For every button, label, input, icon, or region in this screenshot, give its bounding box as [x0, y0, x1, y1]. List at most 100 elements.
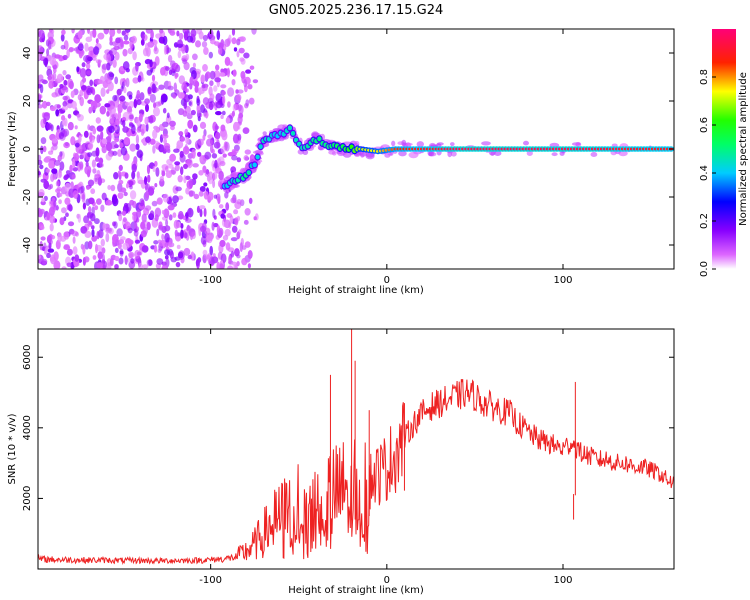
spectrogram-noise-blob: [102, 260, 108, 269]
spectrogram-noise-blob: [90, 100, 98, 111]
spectrogram-noise-blob: [72, 190, 79, 199]
spectrogram-noise-blob: [221, 146, 226, 154]
spectrogram-noise-blob: [202, 249, 208, 256]
spectrogram-noise-blob: [192, 124, 198, 133]
spectrogram-noise-blob: [108, 132, 112, 142]
spectrogram-track-inner: [317, 136, 322, 142]
spectrogram-noise-blob: [114, 264, 119, 269]
spectrogram-noise-blob: [249, 65, 255, 70]
spectrogram-noise-blob: [65, 142, 69, 147]
spectrogram-noise-blob: [225, 242, 231, 251]
spectrogram-noise-blob: [219, 160, 226, 167]
spectrogram-noise-blob: [87, 143, 93, 150]
spectrogram-noise-blob: [92, 127, 97, 135]
spectrogram-noise-blob: [175, 186, 182, 192]
spectrogram-noise-blob: [112, 197, 119, 207]
spectrogram-noise-blob: [225, 117, 231, 124]
spectrogram-noise-blob: [38, 189, 45, 198]
spectrogram-noise-blob: [144, 116, 149, 125]
spectrogram-noise-blob: [220, 68, 224, 74]
spectrogram-noise-blob: [209, 70, 216, 80]
spectrogram-noise-blob: [38, 254, 41, 260]
spectrogram-noise-blob: [221, 110, 226, 116]
spectrogram-noise-blob: [140, 38, 145, 46]
spectrogram-noise-blob: [74, 125, 78, 130]
spectrogram-noise-blob: [234, 217, 239, 226]
spectrogram-noise-blob: [87, 221, 93, 227]
spectrogram-noise-blob: [132, 200, 137, 209]
spectrogram-noise-blob: [49, 183, 54, 189]
spectrogram-noise-blob: [216, 261, 220, 269]
spectrogram-noise-blob: [74, 254, 80, 262]
spectrogram-noise-blob: [133, 98, 137, 109]
spectrogram-noise-blob: [247, 263, 251, 269]
spectrogram-track-inner: [258, 144, 263, 150]
spectrogram-noise-blob: [240, 237, 244, 247]
spectrogram-noise-blob: [141, 213, 147, 223]
spectrogram-noise-blob: [73, 261, 80, 267]
spectrogram-noise-blob: [237, 125, 241, 130]
spectrogram-noise-blob: [175, 163, 180, 172]
spectrogram-noise-blob: [77, 213, 82, 223]
spectrogram-noise-blob: [184, 218, 192, 224]
spectrogram-noise-blob: [77, 30, 83, 40]
spectrogram-noise-blob: [174, 161, 181, 166]
spectrogram-noise-blob: [220, 84, 227, 89]
spectrogram-noise-blob: [114, 76, 119, 85]
spectrogram-noise-blob: [96, 134, 101, 144]
spectrogram-noise-blob: [132, 51, 137, 61]
spectrogram-noise-blob: [165, 66, 170, 71]
spectrogram-noise-blob: [58, 132, 64, 140]
spectrogram-noise-blob: [71, 100, 77, 109]
spectrogram-noise-blob: [128, 113, 134, 122]
spectrogram-noise-blob: [199, 121, 207, 129]
spectrogram-noise-blob: [164, 242, 169, 248]
spectrogram-y-tick-label: 40: [22, 47, 33, 60]
spectrogram-noise-blob: [145, 205, 152, 211]
spectrogram-noise-blob: [151, 74, 156, 82]
spectrogram-x-tick-label: 100: [553, 275, 572, 286]
spectrogram-noise-blob: [214, 77, 222, 83]
spectrogram-halo-blob: [391, 140, 396, 147]
spectrogram-noise-blob: [182, 146, 190, 155]
spectrogram-noise-blob: [135, 134, 139, 145]
spectrogram-noise-blob: [163, 138, 168, 145]
spectrogram-noise-blob: [77, 43, 84, 51]
spectrogram-noise-blob: [178, 32, 184, 40]
spectrogram-x-label: Height of straight line (km): [288, 285, 424, 296]
spectrogram-noise-blob: [38, 154, 42, 161]
spectrogram-noise-blob: [59, 161, 65, 171]
spectrogram-halo-blob: [384, 153, 391, 158]
spectrogram-noise-blob: [228, 255, 232, 264]
spectrogram-noise-blob: [124, 255, 128, 266]
spectrogram-noise-blob: [86, 169, 91, 178]
spectrogram-noise-blob: [174, 72, 179, 78]
spectrogram-noise-blob: [176, 244, 181, 250]
spectrogram-noise-blob: [101, 192, 107, 201]
spectrogram-noise-blob: [129, 190, 137, 200]
spectrogram-noise-blob: [184, 44, 189, 54]
snr-series-line: [38, 378, 674, 566]
spectrogram-noise-blob: [94, 94, 101, 104]
spectrogram-noise-blob: [52, 138, 57, 144]
snr-panel: -100 0 100 2000 4000 6000 Height of straight…: [7, 328, 675, 596]
spectrogram-noise-blob: [54, 54, 61, 59]
spectrogram-noise-blob: [43, 112, 50, 121]
spectrogram-noise-blob: [108, 72, 115, 78]
spectrogram-noise-blob: [163, 208, 170, 219]
spectrogram-noise-blob: [156, 228, 160, 237]
spectrogram-track-inner: [255, 154, 260, 160]
spectrogram-noise-blob: [211, 148, 215, 154]
spectrogram-noise-blob: [200, 225, 207, 233]
spectrogram-noise-blob: [71, 29, 75, 34]
spectrogram-noise-blob: [236, 51, 240, 58]
spectrogram-noise-blob: [114, 51, 120, 61]
spectrogram-noise-blob: [243, 219, 249, 225]
spectrogram-noise-blob: [136, 149, 143, 159]
spectrogram-noise-blob: [39, 164, 44, 170]
spectrogram-noise-blob: [57, 154, 62, 162]
spectrogram-noise-blob: [213, 85, 218, 92]
spectrogram-noise-blob: [239, 36, 246, 42]
spectrogram-noise-blob: [121, 30, 126, 36]
spectrogram-noise-blob: [214, 41, 220, 46]
